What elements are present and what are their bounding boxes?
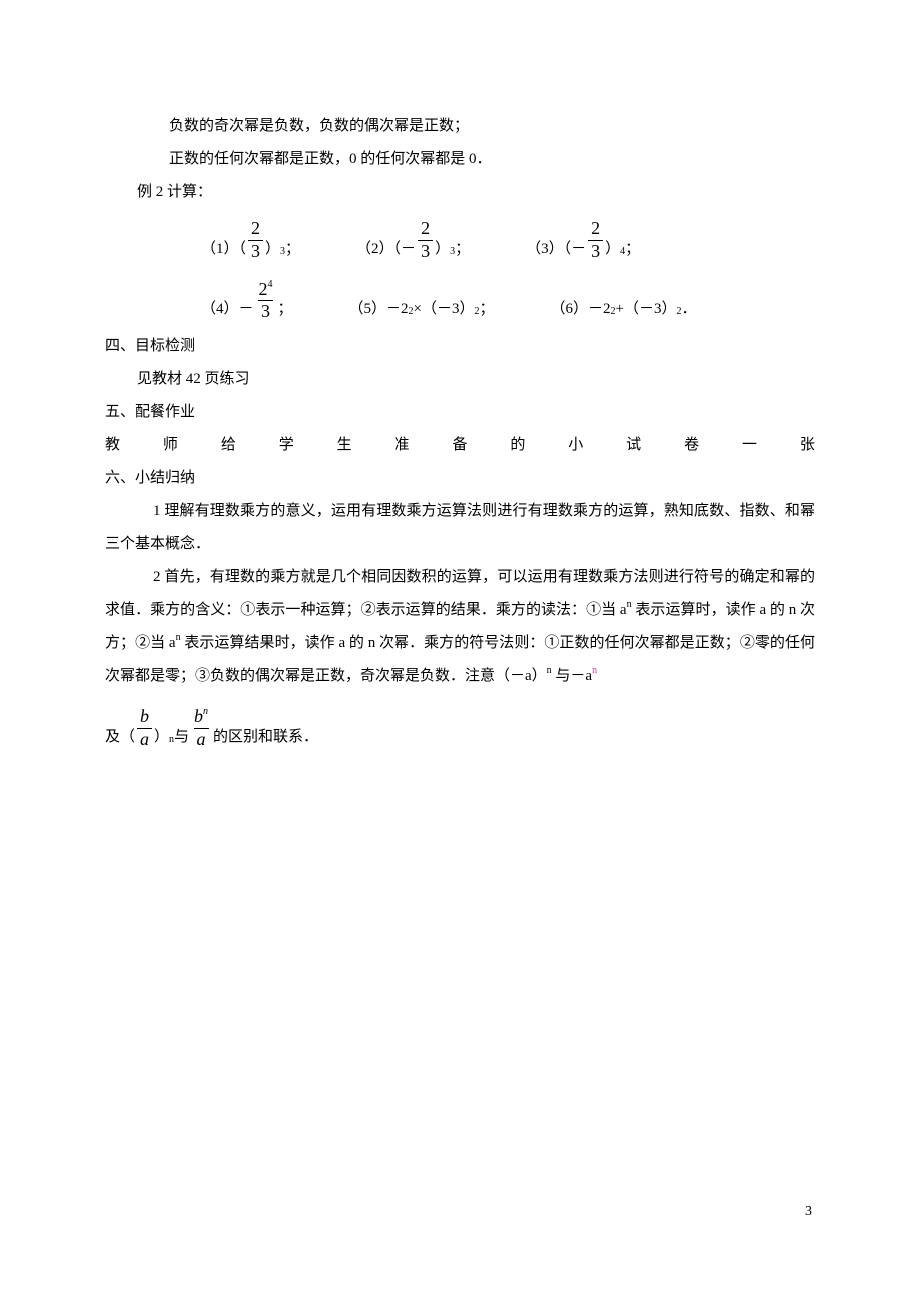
- eq2-prefix: （2）（－: [356, 239, 416, 262]
- p2d-sup: n: [592, 665, 597, 676]
- eq2-semi: ；: [455, 239, 470, 262]
- spread-char: 的: [510, 429, 525, 462]
- fraction-2-4-over-3: 24 3: [254, 280, 278, 323]
- spread-char: 小: [568, 429, 583, 462]
- spread-char: 卷: [684, 429, 699, 462]
- p2a-sup: n: [627, 599, 632, 610]
- p3-pre: 及（: [105, 727, 135, 750]
- eq6-exp1: 2: [611, 305, 616, 319]
- fraction-num: bn: [191, 707, 211, 728]
- eq6-a: （6）－2: [551, 299, 611, 320]
- fraction-2-3-c: 2 3: [586, 219, 605, 262]
- page-content: 负数的奇次幂是负数，负数的偶次幂是正数； 正数的任何次幂都是正数，0 的任何次幂…: [105, 110, 815, 750]
- frac24-exp: 4: [268, 279, 273, 290]
- frac24-base: 2: [259, 279, 268, 299]
- equation-2: （2）（－ 2 3 ） 3 ；: [356, 219, 470, 262]
- summary-para-3: 及（ b a ） n 与 bn a 的区别和联系．: [105, 707, 815, 750]
- p2c-sup: n: [547, 665, 552, 676]
- p2b-tail: 表示运算结果时，读作 a 的 n 次幂．乘方的符号法则：①正数的任何次幂都是正数…: [105, 635, 815, 684]
- bn-base: b: [194, 706, 203, 726]
- eq1-prefix: （1）（: [201, 239, 246, 262]
- fraction-2-3-a: 2 3: [246, 219, 265, 262]
- page-number: 3: [805, 1204, 812, 1220]
- spread-char: 学: [279, 429, 294, 462]
- section-4-heading: 四、目标检测: [105, 330, 815, 363]
- p2c-tail: 与－a: [552, 668, 592, 684]
- eq5-tail: ；: [480, 299, 495, 320]
- fraction-b-over-a: b a: [135, 707, 154, 750]
- fraction-den: a: [194, 728, 209, 750]
- fraction-num: b: [137, 707, 152, 728]
- example-2-label: 例 2: [137, 184, 167, 200]
- spread-char: 师: [163, 429, 178, 462]
- eq4-prefix: （4）－: [201, 299, 254, 322]
- p3-mid: ）: [154, 727, 169, 750]
- example-2-heading: 例 2 计算：: [105, 176, 815, 209]
- section-5-body: 教师给学生准备的小试卷一张: [105, 429, 815, 462]
- spread-char: 一: [742, 429, 757, 462]
- eq2-post: ）: [435, 239, 450, 262]
- eq3-prefix: （3）（－: [526, 239, 586, 262]
- equation-1: （1）（ 2 3 ） 3 ；: [201, 219, 300, 262]
- p3-mid2: 与: [174, 727, 189, 750]
- p2b-sup: n: [176, 632, 181, 643]
- eq5-exp1: 2: [409, 305, 414, 319]
- example-2-title: 计算：: [167, 184, 212, 200]
- fraction-bn-over-a: bn a: [189, 707, 213, 750]
- eq4-suffix: ；: [278, 299, 293, 322]
- eq6-plus: +（－3）: [616, 299, 677, 320]
- spread-char: 备: [452, 429, 467, 462]
- fraction-num: 2: [418, 219, 433, 240]
- equation-row-2: （4）－ 24 3 ； （5）－22×（－3）2； （6）－22+（－3）2．: [105, 280, 815, 323]
- fraction-num: 2: [588, 219, 603, 240]
- eq3-post: ）: [605, 239, 620, 262]
- fraction-2-3-b: 2 3: [416, 219, 435, 262]
- fraction-den: a: [137, 728, 152, 750]
- section-4-body: 见教材 42 页练习: [105, 363, 815, 396]
- equation-row-1: （1）（ 2 3 ） 3 ； （2）（－ 2 3 ） 3 ； （3）（－ 2: [105, 219, 815, 262]
- spread-char: 给: [221, 429, 236, 462]
- line-1: 负数的奇次幂是负数，负数的偶次幂是正数；: [105, 110, 815, 143]
- eq3-semi: ；: [625, 239, 640, 262]
- spread-char: 张: [800, 429, 815, 462]
- bn-exp: n: [203, 706, 208, 717]
- eq2-exp: 3: [450, 245, 455, 261]
- eq5-a: （5）－2: [349, 299, 409, 320]
- equation-5: （5）－22×（－3）2；: [349, 299, 495, 322]
- eq1-exp: 3: [280, 245, 285, 261]
- fraction-den: 3: [588, 240, 603, 262]
- eq5-mid: ×（－3）: [414, 299, 475, 320]
- spread-char: 准: [395, 429, 410, 462]
- summary-para-2: 2 首先，有理数的乘方就是几个相同因数积的运算，可以运用有理数乘方法则进行符号的…: [105, 561, 815, 693]
- spread-char: 教: [105, 429, 120, 462]
- fraction-num: 2: [248, 219, 263, 240]
- spread-char: 生: [337, 429, 352, 462]
- p3-end: 的区别和联系．: [213, 727, 318, 750]
- eq6-exp2: 2: [677, 305, 682, 319]
- spread-char: 试: [626, 429, 641, 462]
- section-6-heading: 六、小结归纳: [105, 462, 815, 495]
- eq5-exp2: 2: [475, 305, 480, 319]
- eq1-post: ）: [265, 239, 280, 262]
- fraction-den: 3: [258, 300, 273, 322]
- p3-sup: n: [169, 733, 174, 749]
- equation-3: （3）（－ 2 3 ） 4 ；: [526, 219, 640, 262]
- section-5-heading: 五、配餐作业: [105, 396, 815, 429]
- fraction-num: 24: [256, 280, 276, 301]
- fraction-den: 3: [418, 240, 433, 262]
- eq6-end: ．: [682, 299, 697, 320]
- equation-4: （4）－ 24 3 ；: [201, 280, 293, 323]
- summary-para-1: 1 理解有理数乘方的意义，运用有理数乘方运算法则进行有理数乘方的运算，熟知底数、…: [105, 495, 815, 561]
- fraction-den: 3: [248, 240, 263, 262]
- line-2: 正数的任何次幂都是正数，0 的任何次幂都是 0．: [105, 143, 815, 176]
- eq1-semi: ；: [285, 239, 300, 262]
- equation-6: （6）－22+（－3）2．: [551, 299, 697, 322]
- eq3-exp: 4: [620, 245, 625, 261]
